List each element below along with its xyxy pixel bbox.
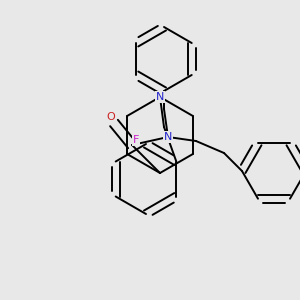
Text: O: O [106, 112, 116, 122]
Text: N: N [164, 132, 172, 142]
Text: N: N [156, 92, 164, 102]
Text: F: F [133, 135, 139, 145]
